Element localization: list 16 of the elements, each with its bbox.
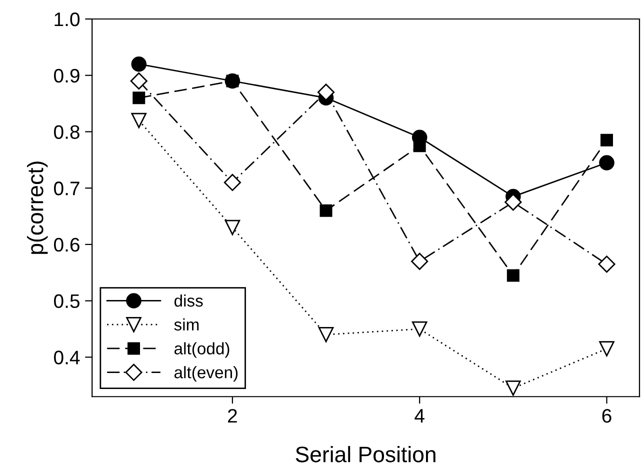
y-tick-label: 0.7 — [54, 182, 80, 196]
y-tick-label: 0.5 — [54, 294, 80, 308]
legend-label: alt(odd) — [174, 342, 230, 358]
legend-label: sim — [174, 318, 199, 331]
y-tick-label: 0.9 — [54, 68, 80, 83]
y-tick-label: 0.6 — [54, 238, 80, 252]
legend-label: alt(even) — [174, 366, 238, 382]
x-tick-label: 4 — [414, 409, 424, 423]
y-tick-label: 0.8 — [54, 125, 80, 139]
x-tick-label: 6 — [602, 408, 612, 423]
y-tick-label: 0.4 — [54, 350, 80, 364]
x-tick-label: 2 — [228, 408, 237, 423]
y-axis-title: p(correct) — [26, 162, 48, 254]
y-tick-label: 1.0 — [54, 12, 80, 26]
legend-label: diss — [174, 294, 203, 307]
x-axis-title: Serial Position — [296, 446, 436, 462]
